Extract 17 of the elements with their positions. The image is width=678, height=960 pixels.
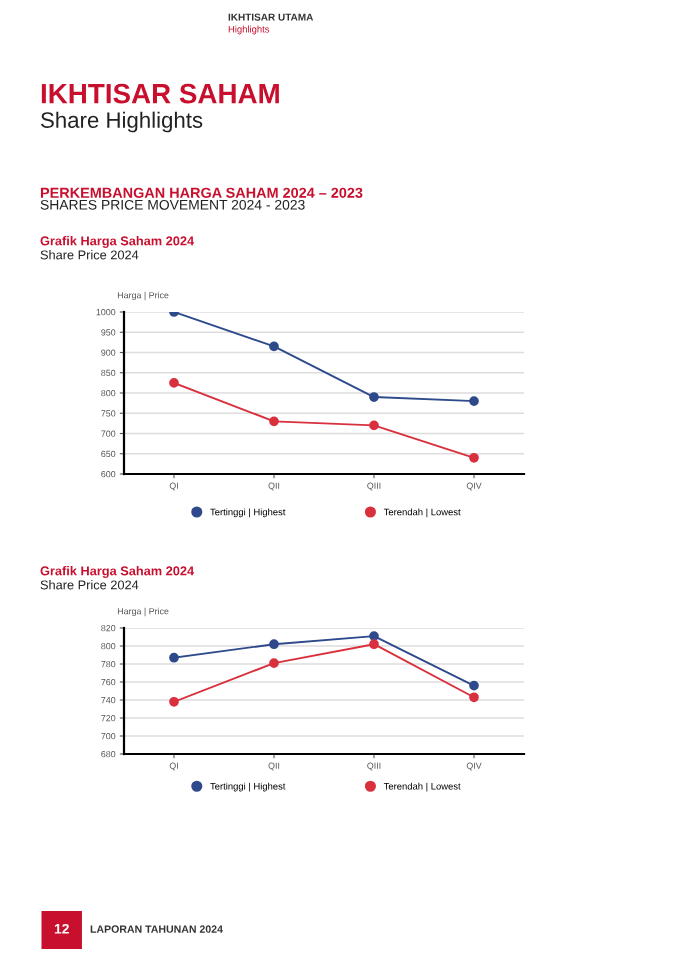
text: IKHTISAR SAHAM [41,83,279,104]
point [169,696,179,707]
point [269,639,279,650]
point [269,341,279,352]
point [269,658,279,668]
point [369,392,379,402]
text: Share Highlights [41,111,203,133]
point [269,416,279,427]
point [169,652,179,663]
point [369,631,379,641]
point [469,680,479,691]
point [369,639,379,650]
point [169,378,179,388]
point [369,420,379,431]
point [469,452,479,463]
point [469,692,479,703]
point [469,396,479,406]
